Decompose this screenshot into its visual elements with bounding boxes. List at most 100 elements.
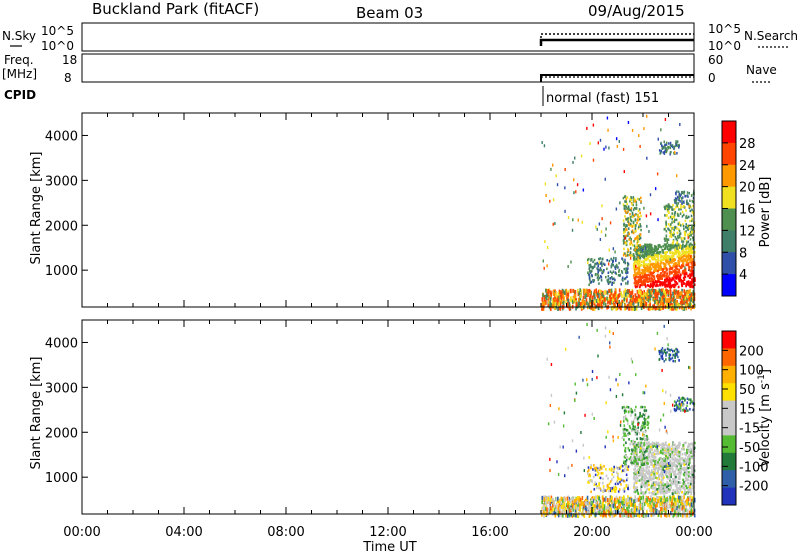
rti-cell: [626, 282, 629, 285]
rti-cell: [679, 258, 682, 261]
rti-cell: [665, 297, 667, 302]
rti-cell: [643, 442, 646, 445]
rti-cell: [564, 168, 566, 172]
rti-cell: [622, 500, 624, 505]
rti-cell: [629, 224, 632, 227]
rti-cell: [596, 495, 599, 500]
rti-cell: [604, 497, 606, 502]
rti-cell: [655, 482, 658, 486]
rti-cell: [650, 473, 653, 476]
rti-cell: [611, 277, 614, 281]
rti-cell: [671, 215, 673, 219]
rti-cell: [600, 289, 602, 294]
rti-cell: [666, 250, 668, 254]
rti-cell: [595, 496, 598, 501]
rti-cell: [542, 301, 545, 306]
rti-cell: [567, 302, 569, 307]
rti-cell: [640, 298, 643, 303]
rti-cell: [630, 457, 633, 461]
rti-cell: [650, 253, 653, 257]
rti-cell: [665, 225, 667, 228]
rti-cell: [685, 209, 687, 212]
rti-cell: [693, 508, 696, 513]
rti-cell: [640, 263, 643, 267]
rti-cell: [640, 473, 642, 477]
rti-cell: [682, 259, 685, 263]
rti-cell: [683, 300, 686, 305]
rti-cell: [541, 304, 543, 309]
rti-cell: [681, 510, 684, 515]
rti-cell: [673, 299, 675, 304]
rti-cell: [686, 501, 688, 506]
rti-cell: [592, 504, 595, 509]
rti-cell: [601, 495, 604, 500]
rti-cell: [675, 265, 678, 268]
rti-cell: [626, 506, 629, 511]
rti-cell: [641, 283, 644, 286]
rti-cell: [642, 437, 644, 441]
rti-cell: [656, 463, 659, 466]
rti-cell: [630, 293, 632, 298]
rti-cell: [639, 506, 642, 511]
rti-cell: [584, 288, 587, 293]
rti-cell: [592, 306, 594, 311]
rti-cell: [597, 265, 599, 268]
rti-cell: [636, 447, 638, 451]
rti-cell: [643, 280, 646, 283]
rti-cell: [692, 278, 695, 282]
rti-cell: [685, 223, 688, 226]
rti-cell: [636, 479, 639, 483]
rti-cell: [577, 218, 579, 222]
rti-cell: [581, 303, 583, 308]
rti-cell: [642, 452, 645, 456]
rti-cell: [687, 490, 690, 494]
rti-cell: [675, 143, 678, 147]
rti-cell: [636, 453, 638, 457]
rti-cell: [600, 472, 603, 475]
rti-cell: [687, 489, 690, 492]
rti-cell: [636, 289, 639, 294]
rti-cell: [612, 500, 614, 505]
rti-cell: [634, 472, 637, 476]
rti-cell: [620, 291, 623, 296]
rti-cell: [663, 257, 666, 260]
rti-cell: [565, 300, 567, 305]
rti-cell: [567, 504, 569, 509]
rti-cell: [669, 244, 671, 247]
rti-cell: [693, 513, 696, 518]
rti-cell: [629, 236, 631, 240]
rti-cell: [640, 228, 642, 232]
rti-cell: [608, 146, 610, 150]
rti-cell: [633, 453, 636, 456]
rti-cell: [611, 261, 614, 264]
rti-cell: [642, 513, 645, 518]
rti-cell: [644, 425, 646, 429]
rti-cell: [614, 297, 616, 302]
rti-cell: [629, 222, 632, 226]
rti-cell: [655, 461, 658, 464]
rti-cell: [607, 280, 609, 283]
rti-cell: [641, 459, 643, 462]
rti-cell: [554, 507, 556, 512]
rti-cell: [664, 503, 667, 508]
rti-cell: [662, 305, 665, 310]
rti-cell: [637, 244, 640, 247]
rti-cell: [689, 451, 692, 454]
rti-cell: [632, 294, 635, 299]
rti-cell: [608, 289, 610, 294]
rti-cell: [682, 482, 685, 485]
rti-cell: [647, 284, 650, 288]
rti-cell: [667, 275, 670, 278]
rti-cell: [676, 444, 679, 448]
rti-cell: [667, 243, 670, 247]
rti-cell: [675, 252, 678, 255]
rti-cell: [650, 247, 653, 251]
rti-cell: [685, 256, 688, 259]
rti-cell: [633, 482, 636, 485]
rti-cell: [543, 503, 546, 508]
rti-cell: [636, 243, 639, 246]
rti-cell: [625, 207, 627, 211]
rti-cell: [663, 498, 665, 503]
